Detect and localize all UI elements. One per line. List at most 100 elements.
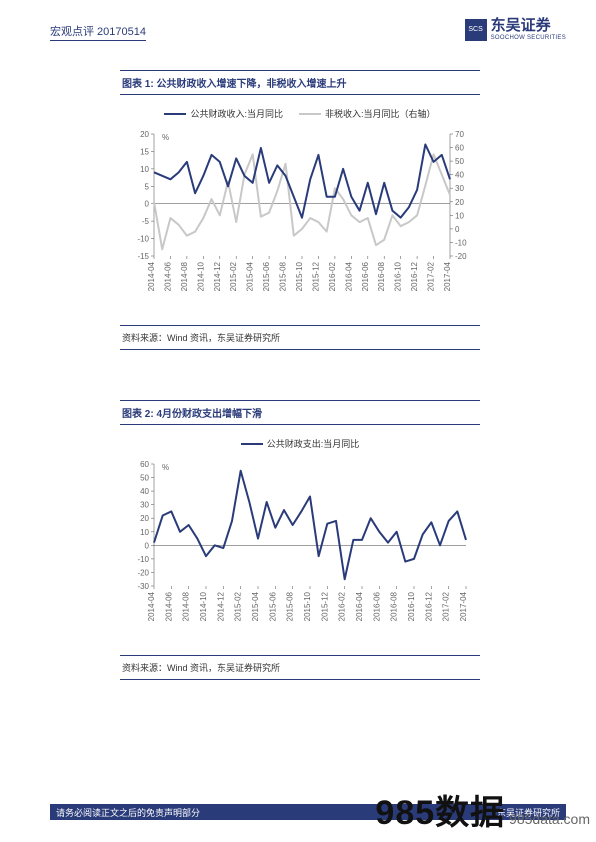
svg-text:2015-12: 2015-12 <box>311 261 320 291</box>
svg-text:2014-08: 2014-08 <box>180 261 189 291</box>
svg-text:2016-10: 2016-10 <box>394 261 403 291</box>
svg-text:2016-12: 2016-12 <box>410 261 419 291</box>
watermark-big: 985数据 <box>375 794 505 832</box>
svg-text:2015-02: 2015-02 <box>234 591 243 621</box>
svg-text:-10: -10 <box>137 555 149 564</box>
svg-text:2015-06: 2015-06 <box>262 261 271 291</box>
chart-block-1: 图表 1: 公共财政收入增速下降，非税收入增速上升 公共财政收入:当月同比 非税收… <box>120 70 480 350</box>
svg-text:2016-08: 2016-08 <box>390 591 399 621</box>
svg-text:2015-04: 2015-04 <box>251 591 260 621</box>
logo-text: 东吴证券 SOOCHOW SECURITIES <box>491 18 566 41</box>
svg-text:50: 50 <box>455 157 464 166</box>
legend-label: 非税收入:当月同比（右轴） <box>325 107 436 120</box>
svg-text:60: 60 <box>140 460 149 469</box>
svg-text:2016-10: 2016-10 <box>407 591 416 621</box>
chart1-title: 图表 1: 公共财政收入增速下降，非税收入增速上升 <box>120 70 480 95</box>
svg-text:2015-04: 2015-04 <box>246 261 255 291</box>
svg-text:2016-02: 2016-02 <box>338 591 347 621</box>
watermark: 985数据 985data.com <box>375 785 590 834</box>
svg-text:2017-02: 2017-02 <box>427 261 436 291</box>
logo-mark-icon: SCS <box>465 19 487 41</box>
svg-text:60: 60 <box>455 144 464 153</box>
svg-text:2014-04: 2014-04 <box>147 261 156 291</box>
svg-text:2017-04: 2017-04 <box>459 591 468 621</box>
svg-text:-10: -10 <box>455 238 467 247</box>
svg-text:-10: -10 <box>137 235 149 244</box>
svg-text:%: % <box>162 463 169 472</box>
svg-text:2016-02: 2016-02 <box>328 261 337 291</box>
page-header: 宏观点评 20170514 SCS 东吴证券 SOOCHOW SECURITIE… <box>50 18 566 41</box>
footer-left: 请务必阅读正文之后的免责声明部分 <box>56 806 200 819</box>
svg-text:2014-10: 2014-10 <box>199 591 208 621</box>
svg-text:2014-06: 2014-06 <box>164 591 173 621</box>
svg-text:2014-12: 2014-12 <box>216 591 225 621</box>
svg-text:2016-04: 2016-04 <box>344 261 353 291</box>
svg-text:40: 40 <box>455 171 464 180</box>
svg-text:2014-04: 2014-04 <box>147 591 156 621</box>
svg-text:2016-06: 2016-06 <box>372 591 381 621</box>
chart1-legend: 公共财政收入:当月同比 非税收入:当月同比（右轴） <box>120 107 480 120</box>
legend-item: 公共财政收入:当月同比 <box>164 107 283 120</box>
svg-text:10: 10 <box>455 211 464 220</box>
svg-text:10: 10 <box>140 528 149 537</box>
brand-cn: 东吴证券 <box>491 18 566 35</box>
svg-text:%: % <box>162 133 169 142</box>
chart2-source: 资料来源：Wind 资讯，东吴证券研究所 <box>120 655 480 680</box>
chart2-title: 图表 2: 4月份财政支出增幅下滑 <box>120 400 480 425</box>
svg-text:20: 20 <box>140 514 149 523</box>
legend-item: 非税收入:当月同比（右轴） <box>299 107 436 120</box>
svg-text:-20: -20 <box>455 252 467 261</box>
chart2-svg: -30 -20 -10 0 10 20 30 40 50 60% 2014-04 2014-06 201… <box>120 454 480 644</box>
svg-text:5: 5 <box>145 182 150 191</box>
svg-text:0: 0 <box>145 200 150 209</box>
svg-text:2016-06: 2016-06 <box>361 261 370 291</box>
svg-text:30: 30 <box>455 184 464 193</box>
watermark-small: 985data.com <box>505 811 590 827</box>
legend-item: 公共财政支出:当月同比 <box>241 437 360 450</box>
svg-text:2015-12: 2015-12 <box>320 591 329 621</box>
legend-swatch <box>241 443 263 445</box>
chart2-body: 公共财政支出:当月同比 -30 -20 -10 0 10 20 30 40 50 60% 2014-… <box>120 425 480 655</box>
legend-swatch <box>164 113 186 115</box>
legend-label: 公共财政支出:当月同比 <box>267 437 360 450</box>
svg-text:-5: -5 <box>142 217 150 226</box>
header-title: 宏观点评 20170514 <box>50 23 146 41</box>
svg-text:2015-10: 2015-10 <box>303 591 312 621</box>
legend-swatch <box>299 113 321 115</box>
chart1-svg: -15 -10 -5 0 5 10 15 20% -20 -10 0 10 20 30 40 50 60 70 20… <box>120 124 480 314</box>
svg-text:20: 20 <box>140 130 149 139</box>
svg-text:40: 40 <box>140 487 149 496</box>
svg-text:2015-08: 2015-08 <box>279 261 288 291</box>
svg-text:2017-02: 2017-02 <box>442 591 451 621</box>
svg-text:-20: -20 <box>137 568 149 577</box>
svg-text:2015-02: 2015-02 <box>229 261 238 291</box>
svg-text:30: 30 <box>140 501 149 510</box>
svg-text:10: 10 <box>140 165 149 174</box>
svg-text:2015-10: 2015-10 <box>295 261 304 291</box>
svg-text:2017-04: 2017-04 <box>443 261 452 291</box>
brand-en: SOOCHOW SECURITIES <box>491 35 566 42</box>
chart1-source: 资料来源：Wind 资讯，东吴证券研究所 <box>120 325 480 350</box>
svg-text:0: 0 <box>455 225 460 234</box>
chart-block-2: 图表 2: 4月份财政支出增幅下滑 公共财政支出:当月同比 -30 -20 -10 0… <box>120 400 480 680</box>
chart1-body: 公共财政收入:当月同比 非税收入:当月同比（右轴） -15 -10 -5 0 5 10 15 2… <box>120 95 480 325</box>
svg-text:15: 15 <box>140 147 149 156</box>
svg-text:70: 70 <box>455 130 464 139</box>
svg-text:2016-08: 2016-08 <box>377 261 386 291</box>
brand-logo: SCS 东吴证券 SOOCHOW SECURITIES <box>465 18 566 41</box>
svg-text:2016-12: 2016-12 <box>424 591 433 621</box>
svg-text:2014-06: 2014-06 <box>163 261 172 291</box>
svg-text:2015-08: 2015-08 <box>286 591 295 621</box>
svg-text:2016-04: 2016-04 <box>355 591 364 621</box>
svg-text:0: 0 <box>145 541 150 550</box>
svg-text:2014-12: 2014-12 <box>213 261 222 291</box>
svg-text:2014-10: 2014-10 <box>196 261 205 291</box>
svg-text:-30: -30 <box>137 582 149 591</box>
svg-text:20: 20 <box>455 198 464 207</box>
chart2-legend: 公共财政支出:当月同比 <box>120 437 480 450</box>
svg-text:2014-08: 2014-08 <box>182 591 191 621</box>
legend-label: 公共财政收入:当月同比 <box>190 107 283 120</box>
svg-text:50: 50 <box>140 474 149 483</box>
svg-text:-15: -15 <box>137 252 149 261</box>
svg-text:2015-06: 2015-06 <box>268 591 277 621</box>
